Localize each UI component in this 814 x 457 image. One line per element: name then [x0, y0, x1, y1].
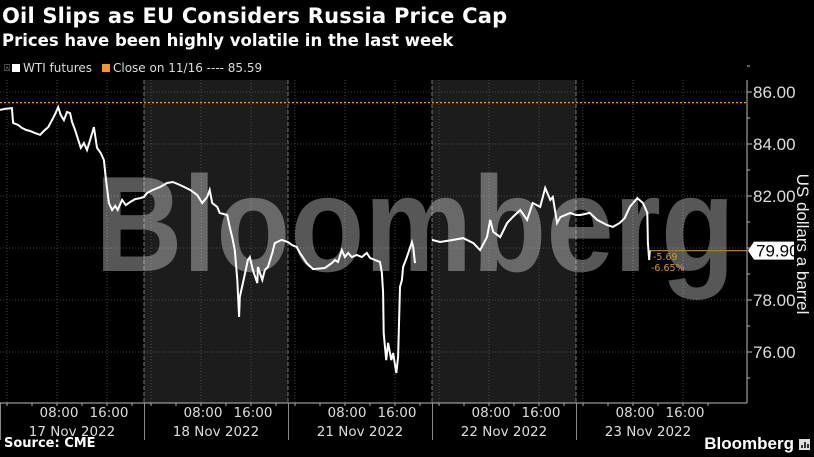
wti-futures-line — [0, 104, 651, 374]
x-session-date: 21 Nov 2022 — [317, 424, 403, 440]
bloomberg-watermark: Bloomberg — [95, 148, 735, 300]
x-tick-label: 08:00 — [472, 405, 511, 421]
legend-item-wti: WTI futures — [12, 61, 92, 75]
pin-icon[interactable]: ⍓ — [4, 62, 10, 74]
session-shading — [144, 80, 576, 403]
x-tick-label: 08:00 — [184, 405, 223, 421]
shaded-session — [432, 80, 576, 403]
x-tick-label: 08:00 — [40, 405, 79, 421]
x-tick-label: 08:00 — [328, 405, 367, 421]
x-tick-label: 16:00 — [666, 405, 705, 421]
x-tick-label: 08:00 — [616, 405, 655, 421]
y-tick-label: 86.00 — [753, 83, 796, 102]
x-session-date: 17 Nov 2022 — [29, 424, 115, 440]
change-percent: -6.65% — [651, 263, 685, 274]
axes: 08:00 16:00 17 Nov 2022 08:00 16:00 18 Nov 20… — [0, 65, 796, 440]
y-tick-label: 78.00 — [753, 291, 796, 310]
x-tick-label: 16:00 — [522, 405, 561, 421]
legend-label-wti: WTI futures — [23, 61, 92, 75]
x-tick-label: 16:00 — [90, 405, 129, 421]
chart-subtitle: Prices have been highly volatile in the … — [2, 31, 454, 50]
x-session-date: 22 Nov 2022 — [461, 424, 547, 440]
legend-label-close: Close on 11/16 ---- 85.59 — [113, 61, 263, 75]
legend-item-close: Close on 11/16 ---- 85.59 — [102, 61, 262, 75]
y-axis-label: US dollars a barrel — [793, 173, 812, 315]
y-tick-label: 82.00 — [753, 187, 796, 206]
chart-title: Oil Slips as EU Considers Russia Price C… — [2, 4, 508, 28]
svg-text:79.90: 79.90 — [756, 242, 799, 261]
last-value-badge: 79.90 — [748, 241, 799, 261]
legend: ⍓ WTI futures Close on 11/16 ---- 85.59 — [4, 61, 272, 75]
shaded-session — [144, 80, 288, 403]
change-value: -5.69 — [653, 252, 678, 263]
bloomberg-brand: Bloomberg — [704, 434, 810, 454]
brand-name: Bloomberg — [704, 434, 794, 453]
close-swatch — [102, 64, 110, 72]
y-tick-label: 76.00 — [753, 343, 796, 362]
wti-swatch — [12, 64, 20, 72]
y-tick-label: 84.00 — [753, 135, 796, 154]
source-note: Source: CME — [4, 436, 96, 451]
bloomberg-chart-icon — [799, 438, 810, 450]
x-session-date: 18 Nov 2022 — [173, 424, 259, 440]
x-tick-label: 16:00 — [378, 405, 417, 421]
x-session-date: 23 Nov 2022 — [605, 424, 691, 440]
x-tick-label: 16:00 — [234, 405, 273, 421]
